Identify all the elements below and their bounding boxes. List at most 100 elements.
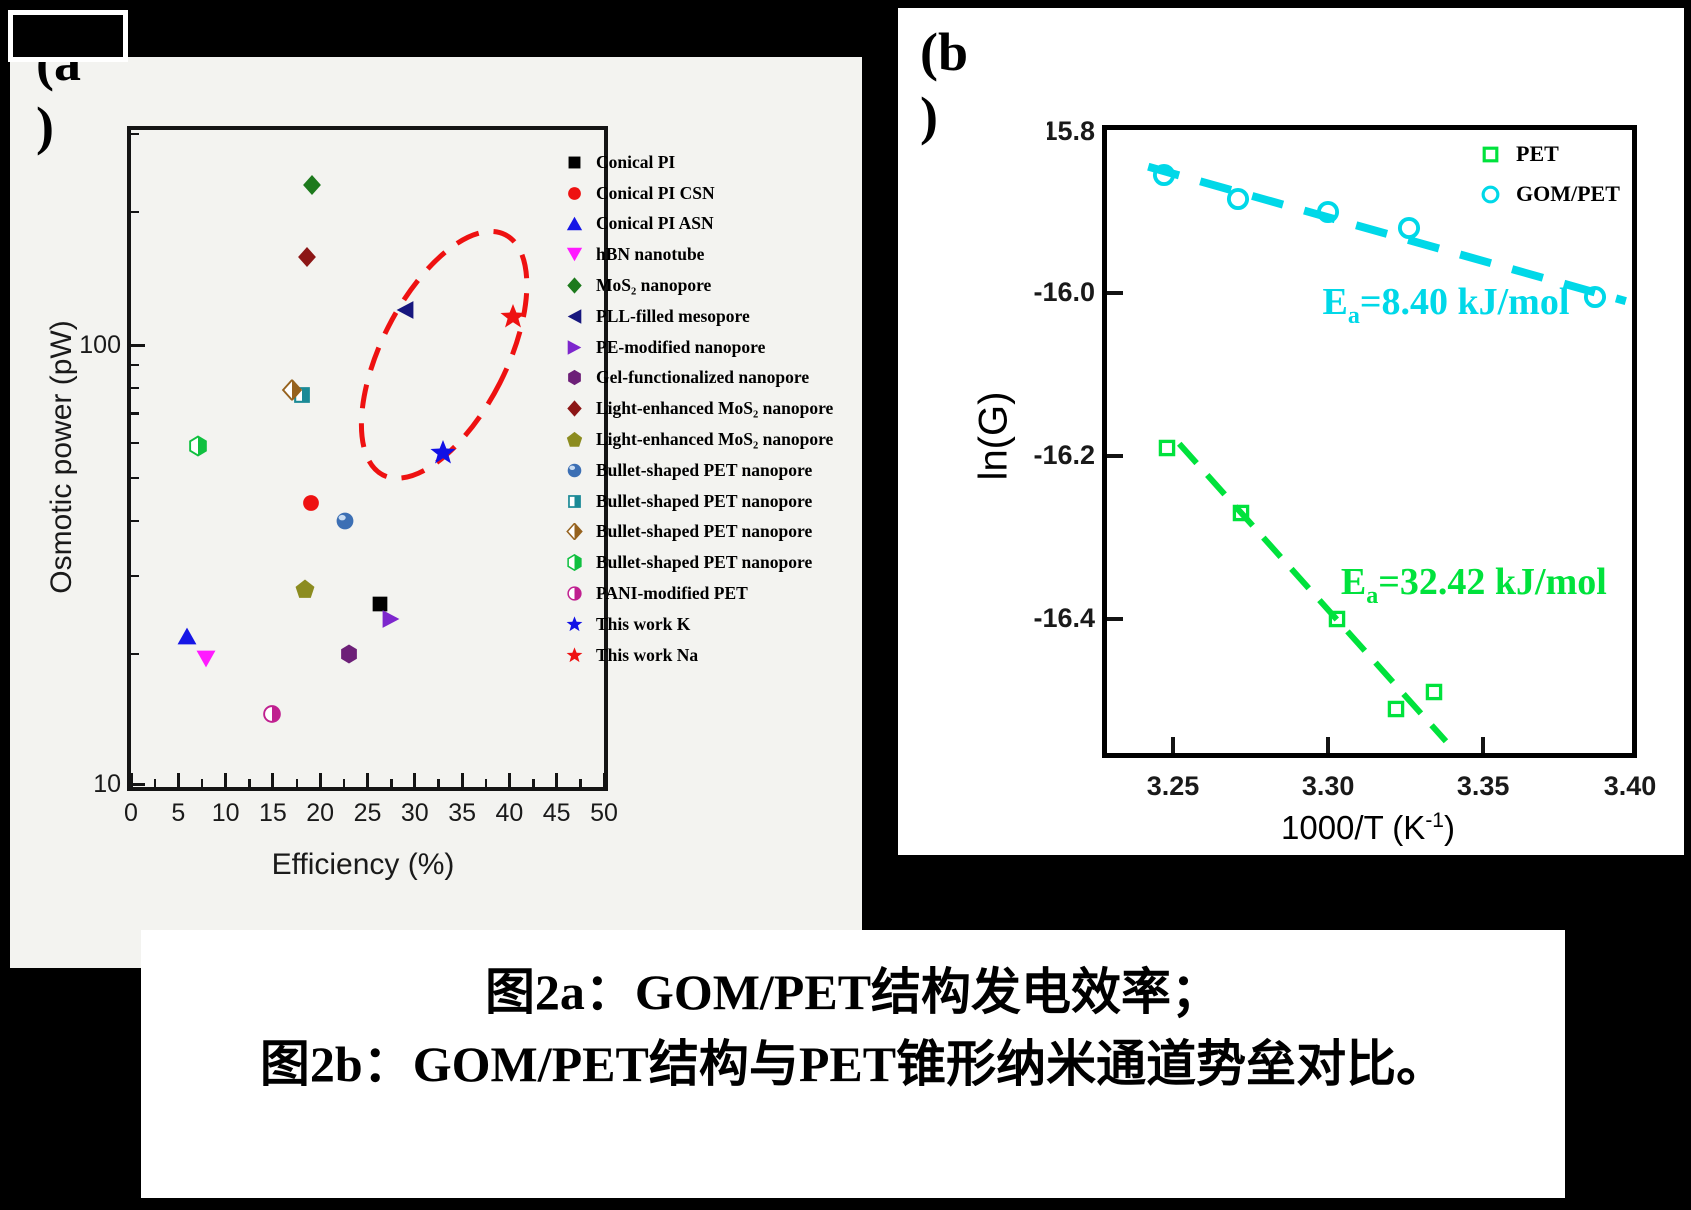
star-icon — [566, 616, 583, 631]
gom-pet-data-point — [1396, 215, 1422, 241]
pentagon-legend-marker — [566, 431, 588, 448]
open-square-icon — [1158, 439, 1176, 457]
x-tick-label: 30 — [400, 799, 429, 827]
x-tick-label: 20 — [306, 799, 335, 827]
ea-value: =32.42 kJ/mol — [1378, 560, 1607, 603]
x-major-tick — [224, 773, 228, 787]
hexagon-icon — [340, 644, 357, 664]
open-square-icon — [1425, 684, 1442, 701]
ea-base: E — [1340, 560, 1367, 603]
half-hexagon-icon — [567, 554, 582, 572]
half-square-icon — [568, 494, 581, 508]
fit-lines — [1147, 162, 1627, 744]
y-major-tick — [1107, 291, 1123, 295]
pet-data-point — [1385, 698, 1407, 720]
open-square-icon — [1233, 504, 1250, 522]
legend-item-pet: PET — [1480, 134, 1620, 174]
legend-item: Bullet-shaped PET nanopore — [566, 455, 856, 486]
triangle-right-icon — [382, 610, 400, 628]
legend-item: PLL-filled mesopore — [566, 301, 856, 332]
legend-item: Light-enhanced MoS₂ nanopore — [566, 393, 856, 424]
y-minor-tick — [131, 210, 139, 214]
y-tick-label: -16.4 — [1033, 603, 1095, 633]
data-point-square — [369, 593, 390, 614]
panel-b-x-axis-label: 1000/T (K-1) — [1281, 809, 1455, 847]
ea-sub: a — [1366, 582, 1379, 609]
star-icon — [500, 303, 526, 328]
x-minor-tick — [200, 779, 204, 787]
triangle-down-icon — [196, 650, 216, 668]
ea-value: =8.40 kJ/mol — [1359, 281, 1570, 324]
y-tick-label: 100 — [79, 331, 121, 359]
legend-item-label: PLL-filled mesopore — [596, 305, 750, 326]
data-point-hexagon — [338, 643, 359, 664]
x-major-tick — [1171, 737, 1176, 753]
panel-b-tag-line1: (b — [920, 22, 969, 82]
legend-item: This work Na — [566, 640, 856, 671]
legend-item-label: Bullet-shaped PET nanopore — [596, 490, 813, 511]
data-point-pentagon — [295, 579, 316, 600]
caption-box: 图2a：GOM/PET结构发电效率； 图2b：GOM/PET结构与PET锥形纳米… — [141, 930, 1565, 1198]
panel-b-y-axis-label: ln(G) — [971, 391, 1016, 481]
x-tick-label: 3.40 — [1603, 771, 1657, 801]
pet-data-point — [1326, 608, 1348, 630]
legend-item: Gel-functionalized nanopore — [566, 363, 856, 394]
legend-item: Light-enhanced MoS₂ nanopore — [566, 424, 856, 455]
data-point-triangle-left — [395, 300, 416, 321]
legend-item: Conical PI ASN — [566, 209, 856, 240]
x-tick-label: 3.35 — [1456, 771, 1510, 801]
legend-item-label: Bullet-shaped PET nanopore — [596, 521, 813, 542]
x-major-tick — [507, 773, 511, 787]
panel-a: 0 5 10 15 20 25 30 35 40 45 50 10 100 Osmotic power … — [10, 57, 862, 968]
open-square-icon — [1388, 700, 1405, 717]
open-circle-icon — [1397, 216, 1420, 239]
data-point-star — [430, 439, 457, 466]
legend-item: Bullet-shaped PET nanopore — [566, 486, 856, 517]
legend-item-label: PE-modified nanopore — [596, 336, 766, 357]
x-tick-label: 40 — [495, 799, 524, 827]
panel-a-y-axis-label: Osmotic power (pW) — [45, 320, 78, 594]
panel-b: (b ) 3.25 3.30 3.35 3.40 15.8 -16.0 -16.2 -16.4… — [898, 8, 1684, 855]
data-point-sphere — [334, 510, 355, 531]
diamond-icon — [302, 175, 321, 196]
ea-base: E — [1322, 281, 1348, 324]
legend-item-label: Bullet-shaped PET nanopore — [596, 459, 813, 480]
square-icon — [372, 596, 388, 611]
legend-item-label: hBN nanotube — [596, 244, 705, 265]
half-circle-icon — [567, 586, 582, 601]
x-tick-label: 25 — [353, 799, 382, 827]
open-square-icon — [1329, 610, 1346, 628]
y-minor-tick — [131, 476, 139, 480]
data-point-half-diamond — [281, 379, 303, 401]
y-minor-tick — [131, 412, 139, 415]
open-circle-icon — [1481, 185, 1500, 203]
open-circle-icon — [1583, 286, 1606, 309]
pet-data-point — [1423, 681, 1445, 703]
triangle-up-icon — [177, 627, 197, 645]
circle-icon — [568, 186, 581, 200]
legend-item: hBN nanotube — [566, 239, 856, 270]
panel-a-x-axis-label: Efficiency (%) — [271, 848, 455, 881]
x-tick-label: 45 — [542, 799, 571, 827]
y-tick-label: -16.2 — [1033, 440, 1095, 470]
x-label-close: ) — [1444, 809, 1455, 846]
caption-line-2: 图2b：GOM/PET结构与PET锥形纳米通道势垒对比。 — [259, 1036, 1447, 1092]
pet-fit-line — [1177, 441, 1449, 744]
legend-item-label: Gel-functionalized nanopore — [596, 367, 810, 388]
panel-b-legend: PET GOM/PET — [1480, 134, 1620, 214]
legend-item: Bullet-shaped PET nanopore — [566, 547, 856, 578]
legend-item-label: Conical PI — [596, 151, 676, 172]
half-hexagon-legend-marker — [566, 554, 588, 572]
data-point-half-circle — [261, 704, 282, 725]
y-minor-tick — [131, 519, 139, 523]
legend-item-label: GOM/PET — [1516, 181, 1620, 206]
x-tick-label: 10 — [211, 799, 240, 827]
legend-item: Bullet-shaped PET nanopore — [566, 517, 856, 548]
y-major-tick — [1107, 617, 1123, 621]
x-tick-label: 5 — [171, 799, 186, 827]
x-major-tick — [129, 773, 133, 787]
star-icon — [566, 646, 583, 662]
legend-item-gom-pet: GOM/PET — [1480, 174, 1620, 214]
half-diamond-legend-marker — [566, 523, 588, 541]
data-point-circle — [300, 492, 321, 513]
